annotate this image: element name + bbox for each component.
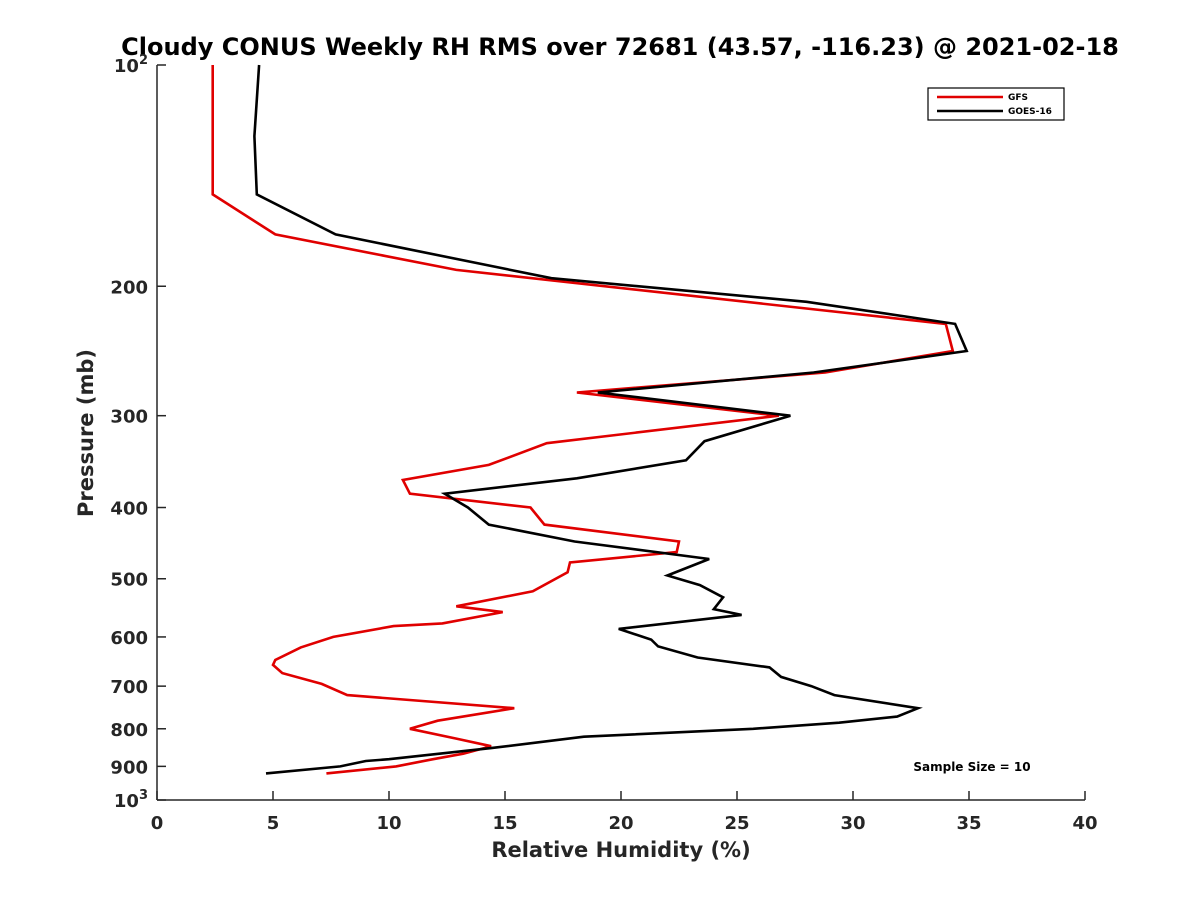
y-tick-label: 600 [110,628,148,649]
y-ticks: 102 200 300 400 500 600 700 800 900 103 [110,53,166,812]
x-tick-label: 40 [1072,813,1097,834]
x-axis-label: Relative Humidity (%) [491,838,750,862]
y-tick-label: 400 [110,499,148,520]
x-tick-label: 0 [151,813,164,834]
x-tick-label: 15 [492,813,517,834]
x-ticks: 0 5 10 15 20 25 30 35 40 [151,791,1098,834]
series-line-gfs [211,65,955,775]
x-tick-label: 30 [840,813,865,834]
x-tick-label: 25 [724,813,749,834]
y-tick-label: 300 [110,407,148,428]
x-tick-label: 5 [267,813,280,834]
x-tick-label: 10 [376,813,401,834]
y-axis-label: Pressure (mb) [74,349,98,517]
y-tick-label: 900 [110,757,148,778]
legend-box [927,87,1065,121]
x-tick-label: 35 [956,813,981,834]
series-line-goes16 [253,64,969,775]
legend-label-goes16: GOES-16 [1008,107,1052,117]
x-tick-label: 20 [608,813,633,834]
plot-frame [156,65,1085,801]
y-tick-label: 700 [110,677,148,698]
legend: GFS GOES-16 [927,87,1065,121]
y-tick-label: 200 [110,277,148,298]
legend-label-gfs: GFS [1008,93,1028,103]
y-tick-label: 500 [110,570,148,591]
sample-size-annotation: Sample Size = 10 [913,760,1030,774]
series-lines [211,64,969,775]
y-tick-label: 800 [110,720,148,741]
y-tick-label: 102 [114,53,148,77]
chart-title: Cloudy CONUS Weekly RH RMS over 72681 (4… [121,33,1119,61]
y-tick-label: 103 [114,788,148,812]
